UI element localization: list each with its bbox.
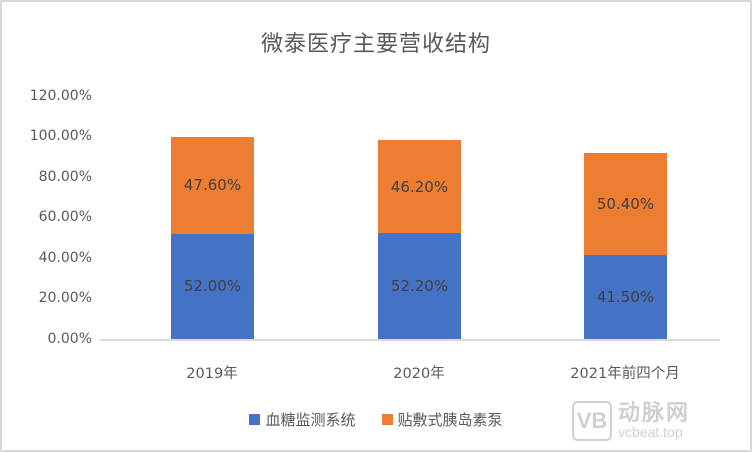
legend-swatch-blue <box>249 414 261 425</box>
x-axis-line <box>100 339 720 341</box>
data-label: 52.20% <box>390 277 449 296</box>
bar-segment-cgm[interactable]: 52.20% <box>378 233 461 339</box>
bar-segment-pump[interactable]: 46.20% <box>378 139 461 234</box>
bar-2021-first-four-months[interactable]: 41.50% 50.40% <box>584 152 667 339</box>
legend-item-cgm[interactable]: 血糖监测系统 <box>249 409 356 430</box>
watermark-name: 动脉网 <box>618 401 691 426</box>
y-tick-label: 0.00% <box>47 331 92 347</box>
y-tick-label: 20.00% <box>38 290 92 306</box>
data-label: 50.40% <box>596 194 655 213</box>
bar-segment-cgm[interactable]: 41.50% <box>584 254 667 339</box>
legend-label: 血糖监测系统 <box>265 411 356 429</box>
y-tick-label: 40.00% <box>38 250 92 266</box>
watermark: VB 动脉网 vcbeat.top <box>572 398 740 444</box>
bar-segment-cgm[interactable]: 52.00% <box>171 233 254 339</box>
legend: 血糖监测系统 贴敷式胰岛素泵 <box>0 409 752 430</box>
bar-segment-pump[interactable]: 50.40% <box>584 152 667 255</box>
legend-item-pump[interactable]: 贴敷式胰岛素泵 <box>381 409 503 430</box>
legend-swatch-orange <box>381 414 393 425</box>
data-label: 41.50% <box>596 287 655 306</box>
bar-2019[interactable]: 52.00% 47.60% <box>171 137 254 339</box>
bar-2020[interactable]: 52.20% 46.20% <box>378 139 461 339</box>
watermark-url: vcbeat.top <box>618 424 683 440</box>
y-tick-label: 80.00% <box>38 169 92 185</box>
chart-title: 微泰医疗主要营收结构 <box>260 32 491 57</box>
legend-label: 贴敷式胰岛素泵 <box>397 411 503 429</box>
y-tick-label: 100.00% <box>29 128 92 144</box>
data-label: 52.00% <box>183 277 242 296</box>
y-tick-label: 60.00% <box>38 209 92 225</box>
data-label: 47.60% <box>183 176 242 195</box>
bar-segment-pump[interactable]: 47.60% <box>171 137 254 234</box>
x-tick-label: 2020年 <box>393 366 445 382</box>
x-tick-label: 2019年 <box>186 366 238 382</box>
vcbeat-logo-icon: VB <box>572 401 612 441</box>
y-tick-label: 120.00% <box>29 88 92 104</box>
x-tick-label: 2021年前四个月 <box>570 366 680 382</box>
data-label: 46.20% <box>390 177 449 196</box>
